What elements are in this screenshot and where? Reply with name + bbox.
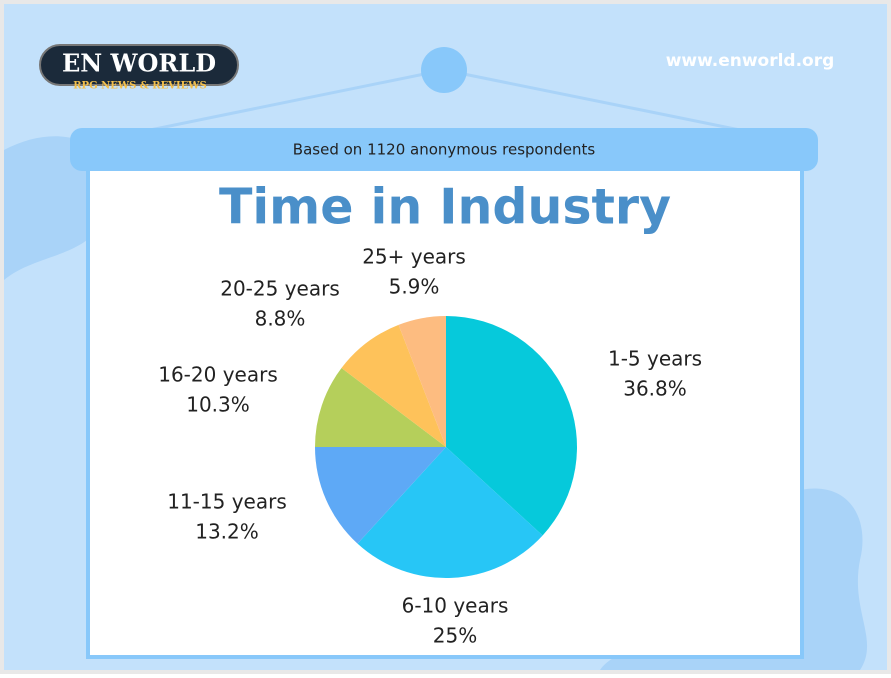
- slice-value: 8.8%: [255, 307, 306, 331]
- slice-category: 20-25 years: [220, 277, 340, 301]
- site-url: www.enworld.org: [666, 51, 835, 71]
- slice-category: 6-10 years: [402, 594, 509, 618]
- slice-value: 36.8%: [623, 377, 687, 401]
- pie-slice: [315, 368, 446, 447]
- logo: EN WORLD RPG NEWS & REVIEWS: [39, 44, 239, 92]
- logo-tagline: RPG NEWS & REVIEWS: [73, 81, 207, 92]
- slice-value: 25%: [433, 624, 477, 648]
- slice-value: 13.2%: [195, 520, 259, 544]
- slice-category: 11-15 years: [167, 490, 287, 514]
- pie-slice: [446, 316, 577, 536]
- slice-category: 25+ years: [362, 245, 466, 269]
- pie: [315, 316, 577, 578]
- subtitle: Based on 1120 anonymous respondents: [293, 141, 596, 159]
- chart-title: Time in Industry: [219, 179, 671, 236]
- hanger-line: [443, 68, 741, 132]
- logo-badge: [39, 44, 239, 86]
- slice-value: 5.9%: [389, 275, 440, 299]
- pie-slice: [357, 447, 543, 578]
- hanger-line: [149, 68, 445, 132]
- pie-slice: [315, 447, 446, 544]
- banner: [70, 128, 818, 171]
- slice-value: 10.3%: [186, 393, 250, 417]
- slice-category: 16-20 years: [158, 363, 278, 387]
- hanger-pin: [421, 47, 467, 93]
- slice-category: 1-5 years: [608, 347, 702, 371]
- pie-slice: [341, 324, 446, 447]
- logo-name: EN WORLD: [62, 49, 216, 78]
- blob: [4, 136, 112, 280]
- pie-slice: [398, 316, 446, 447]
